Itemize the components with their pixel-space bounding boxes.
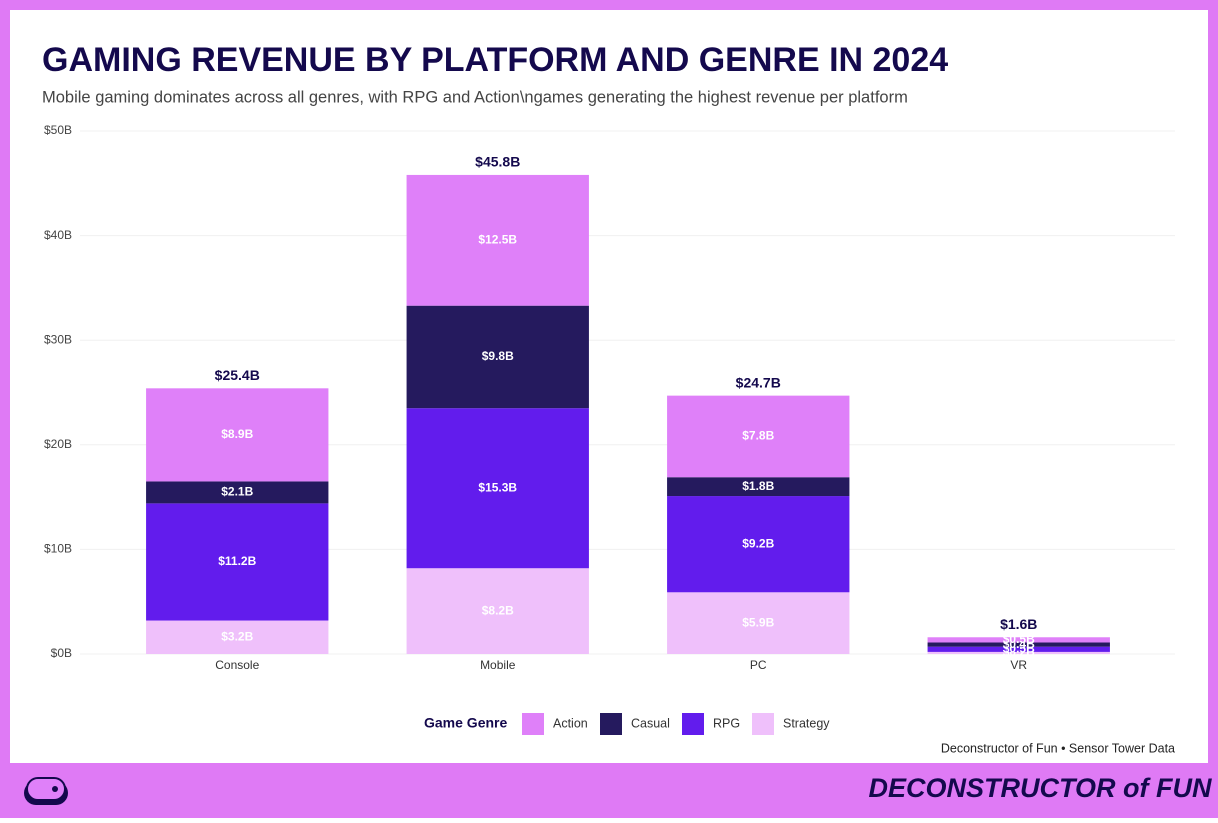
y-tick-label: $40B xyxy=(44,228,72,242)
total-label: $45.8B xyxy=(475,154,520,170)
value-label: $3.2B xyxy=(221,629,253,643)
gamepad-icon xyxy=(24,777,68,805)
legend-label: Strategy xyxy=(783,716,830,730)
bar-segment xyxy=(667,477,850,497)
caption: Deconstructor of Fun • Sensor Tower Data xyxy=(941,741,1175,755)
total-label: $24.7B xyxy=(736,374,781,390)
legend-title: Game Genre xyxy=(424,715,507,731)
bar-segment xyxy=(406,408,589,569)
y-tick-label: $30B xyxy=(44,332,72,346)
bar-segment xyxy=(146,481,329,504)
bar-segment xyxy=(406,568,589,654)
value-label: $12.5B xyxy=(478,232,517,246)
legend-swatch xyxy=(522,713,544,735)
y-tick-label: $10B xyxy=(44,542,72,556)
logo: DECONSTRUCTOR of FUN xyxy=(869,773,1212,803)
total-label: $25.4B xyxy=(215,367,260,383)
value-label: $15.3B xyxy=(478,480,517,494)
value-label: $1.8B xyxy=(742,479,774,493)
bar-segment xyxy=(667,592,850,654)
bar-segment xyxy=(146,620,329,654)
legend-swatch xyxy=(752,713,774,735)
bar-segment xyxy=(927,651,1110,654)
x-tick-label: Mobile xyxy=(480,658,516,672)
value-label: $11.2B xyxy=(218,554,256,568)
total-label: $1.6B xyxy=(1000,616,1037,632)
legend-label: Casual xyxy=(631,716,670,730)
bar-segment xyxy=(667,496,850,593)
value-label: $2.1B xyxy=(221,485,253,499)
value-label: $8.9B xyxy=(221,427,253,441)
bar-segment xyxy=(406,174,589,306)
bar-segment xyxy=(927,646,1110,652)
legend-swatch xyxy=(682,713,704,735)
bar-segment xyxy=(927,642,1110,647)
y-tick-label: $50B xyxy=(44,123,72,137)
value-label: $9.2B xyxy=(742,536,774,550)
legend-label: RPG xyxy=(713,716,740,730)
bar-segment xyxy=(146,503,329,621)
y-tick-label: $20B xyxy=(44,437,72,451)
value-label: $8.2B xyxy=(482,603,514,617)
x-tick-label: Console xyxy=(215,658,259,672)
value-label: $0.5B xyxy=(1003,632,1035,646)
legend-label: Action xyxy=(553,716,588,730)
value-label: $7.8B xyxy=(742,429,774,443)
bar-segment xyxy=(927,637,1110,643)
x-tick-label: PC xyxy=(750,658,767,672)
bar-segment xyxy=(406,305,589,409)
value-label: $5.9B xyxy=(742,615,774,629)
bar-segment xyxy=(667,395,850,478)
y-tick-label: $0B xyxy=(51,646,72,660)
x-tick-label: VR xyxy=(1010,658,1027,672)
chart-title: GAMING REVENUE BY PLATFORM AND GENRE IN … xyxy=(42,41,948,79)
legend-swatch xyxy=(600,713,622,735)
chart-subtitle: Mobile gaming dominates across all genre… xyxy=(42,88,908,106)
bar-segment xyxy=(146,388,329,482)
value-label: $9.8B xyxy=(482,349,514,363)
